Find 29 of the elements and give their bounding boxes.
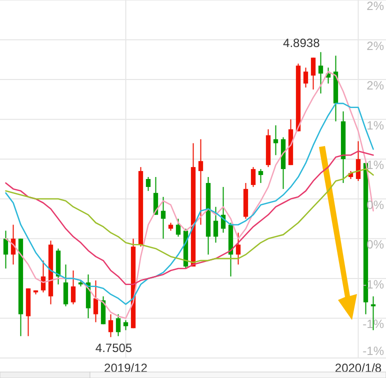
candlestick <box>250 166 256 188</box>
candlestick <box>356 140 361 182</box>
annotation: 2% <box>366 38 384 53</box>
candlestick <box>236 232 241 266</box>
x-tick-label: 2020/1/8 <box>334 361 382 375</box>
candlestick <box>176 218 181 238</box>
candlestick <box>310 57 316 90</box>
candlestick <box>318 52 324 94</box>
annotation: -1% <box>362 344 384 358</box>
candlestick <box>108 314 114 338</box>
candlestick <box>3 230 8 269</box>
x-tick-label: 2019/12 <box>104 361 148 375</box>
candlestick <box>70 270 76 305</box>
candlestick <box>160 196 166 240</box>
candlestick <box>123 320 128 331</box>
candlestick <box>213 206 218 244</box>
candlestick <box>146 176 151 192</box>
candlestick <box>198 138 204 226</box>
candlestick <box>63 264 68 307</box>
annotation: 1% <box>366 118 384 132</box>
annotation: 4.7505 <box>95 341 132 356</box>
annotation: 2% <box>366 0 384 13</box>
candlestick <box>116 314 121 337</box>
candlestick <box>303 67 308 88</box>
annotation: 4.8938 <box>283 36 320 50</box>
annotation: 2% <box>366 78 384 93</box>
candlestick <box>258 168 264 184</box>
candlestick <box>93 280 98 323</box>
candlestick <box>273 124 278 156</box>
